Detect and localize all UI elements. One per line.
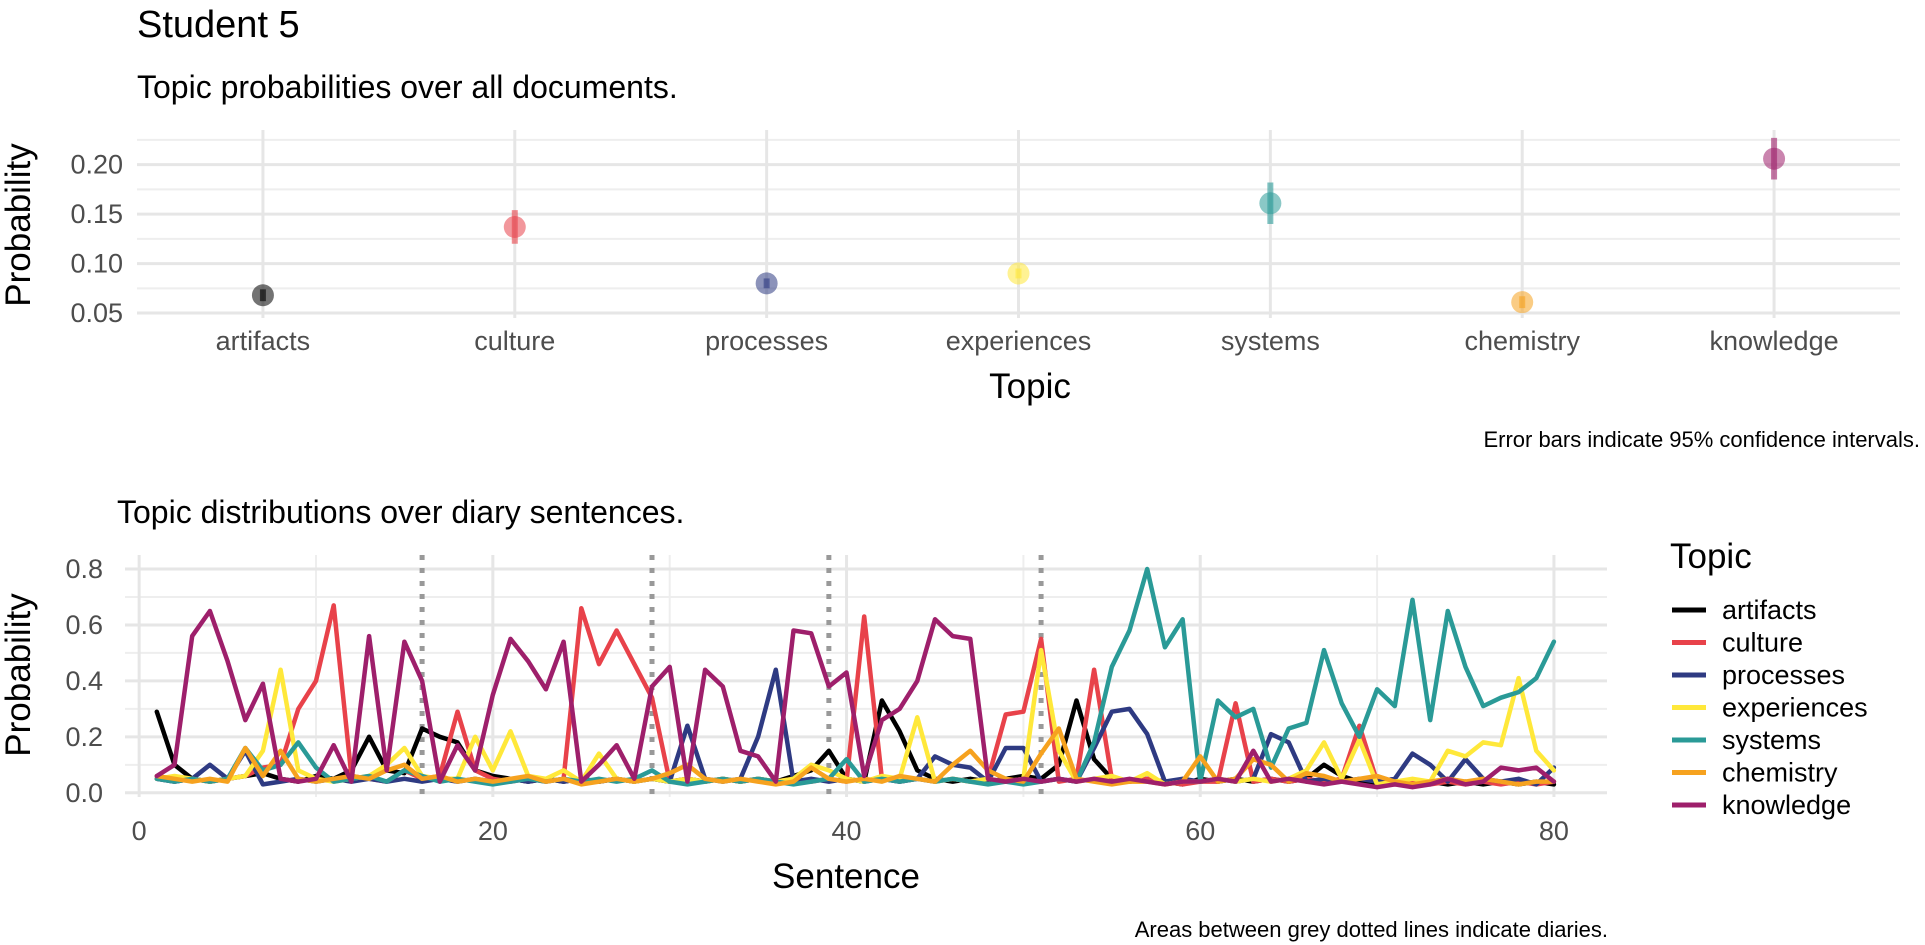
panel2-y-tick-label: 0.8 xyxy=(65,554,103,584)
legend: Topic artifactscultureprocessesexperienc… xyxy=(1670,537,1868,820)
panel1-point-knowledge xyxy=(1763,147,1786,170)
series-line-knowledge xyxy=(154,608,1557,790)
legend-item-processes: processes xyxy=(1672,660,1845,690)
panel2-series-lines xyxy=(154,566,1557,790)
panel2-grid xyxy=(125,555,1607,797)
panel2-x-axis-title: Sentence xyxy=(772,857,920,896)
panel1-point-culture xyxy=(503,215,526,238)
figure-title: Student 5 xyxy=(137,4,300,46)
panel2-y-ticks: 0.0 0.2 0.4 0.6 0.8 xyxy=(65,554,103,808)
series-line-chemistry xyxy=(154,726,1557,787)
series-line-culture xyxy=(154,603,1557,787)
panel1-point-processes xyxy=(755,272,778,295)
panel2-y-axis-title: Probability xyxy=(0,593,38,757)
legend-item-artifacts: artifacts xyxy=(1672,595,1817,625)
legend-label-artifacts: artifacts xyxy=(1722,595,1817,625)
legend-item-knowledge: knowledge xyxy=(1672,790,1851,820)
panel1-x-tick-label: knowledge xyxy=(1710,326,1839,356)
panel1-x-tick-label: processes xyxy=(705,326,828,356)
panel2-x-tick-label: 60 xyxy=(1185,816,1215,846)
topic-distributions-panel: Topic distributions over diary sentences… xyxy=(0,494,1608,942)
panel1-y-axis-title: Probability xyxy=(0,143,38,307)
panel1-y-tick-label: 0.20 xyxy=(70,150,123,180)
panel2-y-tick-label: 0.2 xyxy=(65,722,103,752)
legend-title: Topic xyxy=(1670,537,1752,576)
panel1-y-tick-label: 0.10 xyxy=(70,249,123,279)
panel1-y-tick-label: 0.15 xyxy=(70,199,123,229)
panel1-point-artifacts xyxy=(251,284,274,307)
panel1-points xyxy=(251,137,1786,314)
panel2-x-tick-label: 80 xyxy=(1539,816,1569,846)
panel1-x-tick-label: culture xyxy=(474,326,555,356)
legend-item-experiences: experiences xyxy=(1672,693,1868,723)
panel1-point-experiences xyxy=(1007,262,1030,285)
panel1-point-chemistry xyxy=(1511,291,1534,314)
panel1-caption: Error bars indicate 95% confidence inter… xyxy=(1483,427,1920,452)
legend-label-knowledge: knowledge xyxy=(1722,790,1851,820)
panel2-y-tick-label: 0.6 xyxy=(65,610,103,640)
panel2-caption: Areas between grey dotted lines indicate… xyxy=(1135,917,1608,942)
legend-label-experiences: experiences xyxy=(1722,693,1868,723)
panel1-y-ticks: 0.05 0.10 0.15 0.20 xyxy=(70,150,123,328)
panel1-y-tick-label: 0.05 xyxy=(70,298,123,328)
panel1-x-axis-title: Topic xyxy=(989,367,1071,406)
panel2-x-tick-label: 0 xyxy=(132,816,147,846)
panel1-title: Topic probabilities over all documents. xyxy=(137,69,678,105)
legend-item-chemistry: chemistry xyxy=(1672,758,1838,788)
panel1-x-tick-label: artifacts xyxy=(216,326,311,356)
panel1-grid xyxy=(137,130,1900,318)
panel2-y-tick-label: 0.4 xyxy=(65,666,103,696)
legend-label-processes: processes xyxy=(1722,660,1845,690)
panel1-point-systems xyxy=(1259,192,1282,215)
panel2-x-tick-label: 20 xyxy=(478,816,508,846)
legend-items: artifactscultureprocessesexperiencessyst… xyxy=(1672,595,1868,820)
legend-label-chemistry: chemistry xyxy=(1722,758,1838,788)
panel2-x-tick-label: 40 xyxy=(832,816,862,846)
panel1-x-tick-label: systems xyxy=(1221,326,1320,356)
topic-probabilities-panel: Topic probabilities over all documents. … xyxy=(0,69,1920,452)
panel1-x-tick-label: chemistry xyxy=(1464,326,1580,356)
panel2-y-tick-label: 0.0 xyxy=(65,778,103,808)
legend-item-culture: culture xyxy=(1672,628,1803,658)
panel1-x-tick-label: experiences xyxy=(946,326,1092,356)
panel2-title: Topic distributions over diary sentences… xyxy=(117,494,684,530)
legend-item-systems: systems xyxy=(1672,725,1821,755)
legend-label-systems: systems xyxy=(1722,725,1821,755)
panel1-x-ticks: artifacts culture processes experiences syst… xyxy=(216,326,1839,356)
legend-label-culture: culture xyxy=(1722,628,1803,658)
series-line-systems xyxy=(154,566,1557,787)
panel2-x-ticks: 0 20 40 60 80 xyxy=(132,816,1569,846)
